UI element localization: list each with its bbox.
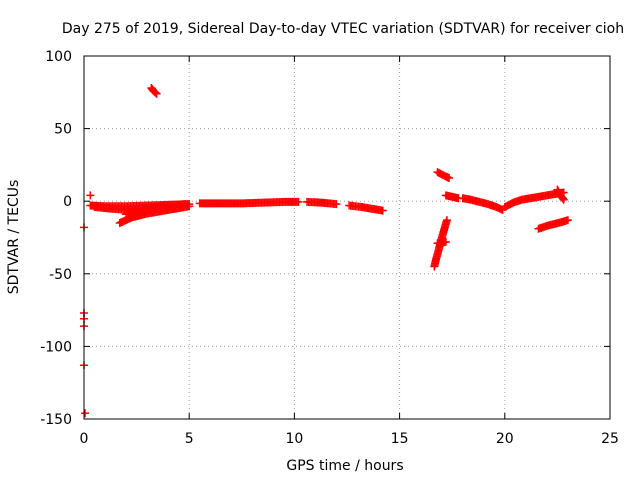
chart-title: Day 275 of 2019, Sidereal Day-to-day VTE… [62, 21, 624, 37]
plot-frame [83, 55, 611, 420]
data-point [563, 216, 572, 225]
x-axis-label: GPS time / hours [286, 458, 403, 474]
y-tick-label: 50 [54, 122, 72, 138]
x-tick-label: 5 [185, 431, 194, 447]
y-tick-label: 100 [45, 49, 72, 65]
data-point [152, 89, 161, 98]
axis-ticks: 0 5 10 15 20 25 -150 -100 -50 0 50 100 [40, 49, 619, 447]
data-point [445, 173, 454, 182]
y-tick-label: 0 [63, 194, 72, 210]
x-tick-label: 20 [496, 431, 514, 447]
data-point [81, 409, 90, 418]
data-point [151, 88, 160, 97]
x-tick-label: 25 [601, 431, 619, 447]
y-tick-label: -50 [49, 267, 72, 283]
data-point [164, 202, 173, 211]
y-tick-label: -150 [40, 412, 72, 428]
data-point [559, 195, 568, 204]
gridlines [84, 56, 610, 419]
data-point [441, 237, 450, 246]
data-point [185, 202, 194, 211]
data-point [442, 216, 451, 225]
x-tick-label: 10 [285, 431, 303, 447]
x-tick-label: 0 [80, 431, 89, 447]
data-point [332, 200, 341, 209]
y-axis-label: SDTVAR / TECUs [6, 180, 22, 295]
data-point [86, 191, 95, 200]
data-point [378, 206, 387, 215]
x-tick-label: 15 [391, 431, 409, 447]
data-points [80, 83, 572, 418]
y-tick-label: -100 [40, 339, 72, 355]
data-point [294, 197, 303, 206]
